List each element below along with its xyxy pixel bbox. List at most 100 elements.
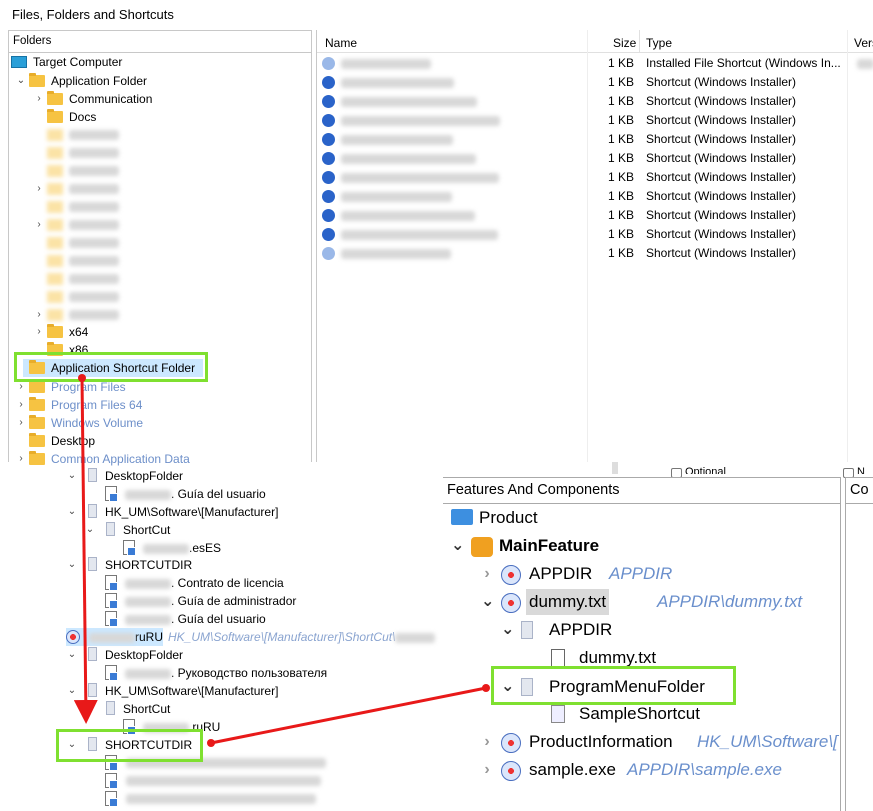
component-tree-item-redacted[interactable] — [0, 790, 445, 808]
component-tree-item[interactable]: . Guía del usuario — [0, 485, 445, 503]
component-tree-item[interactable]: . Contrato de licencia — [0, 574, 445, 592]
folder-tree-item[interactable]: › Program Files 64 — [9, 396, 309, 414]
file-row[interactable]: 1 KB Shortcut (Windows Installer) — [317, 168, 873, 187]
column-name[interactable]: Name — [325, 36, 358, 50]
chevron-right-icon[interactable]: › — [19, 381, 23, 392]
folder-tree-item-redacted[interactable] — [9, 234, 309, 252]
column-size[interactable]: Size — [613, 36, 637, 50]
chevron-right-icon[interactable]: › — [19, 453, 23, 464]
folder-tree-item[interactable]: › Common Application Data — [9, 450, 309, 468]
shortcut-icon — [322, 209, 335, 222]
file-row[interactable]: 1 KB Shortcut (Windows Installer) — [317, 73, 873, 92]
file-row[interactable]: 1 KB Shortcut (Windows Installer) — [317, 92, 873, 111]
folder-tree-item[interactable]: Target Computer — [9, 53, 309, 71]
component-path: HK_UM\Software\[Manufacturer]\ShortCut\ — [168, 628, 436, 646]
file-row[interactable]: 1 KB Shortcut (Windows Installer) — [317, 206, 873, 225]
chevron-down-icon[interactable]: ⌄ — [67, 559, 77, 570]
feature-tree-item[interactable]: › ProductInformation HK_UM\Software\[ — [443, 729, 841, 755]
column-version[interactable]: Vers — [854, 36, 873, 50]
chevron-right-icon[interactable]: › — [484, 761, 490, 778]
chevron-down-icon[interactable]: ⌄ — [67, 685, 77, 696]
file-row[interactable]: 1 KB Shortcut (Windows Installer) — [317, 187, 873, 206]
window-title: Files, Folders and Shortcuts — [12, 7, 174, 22]
folder-tree-item-redacted[interactable]: › — [9, 306, 309, 324]
component-tree-item[interactable]: ⌄ DesktopFolder — [0, 467, 445, 485]
chevron-right-icon[interactable]: › — [37, 183, 41, 194]
shortcut-icon — [322, 57, 335, 70]
feature-tree-item[interactable]: › sample.exe APPDIR\sample.exe — [443, 757, 841, 783]
component-tree-item-redacted[interactable] — [0, 754, 445, 772]
folder-tree-item-redacted[interactable] — [9, 288, 309, 306]
feature-tree-item[interactable]: ⌄ ProgramMenuFolder — [443, 674, 841, 700]
chevron-down-icon[interactable]: ⌄ — [501, 621, 515, 638]
component-tree-item[interactable]: ⌄ HK_UM\Software\[Manufacturer] — [0, 503, 445, 521]
file-row[interactable]: 1 KB Shortcut (Windows Installer) — [317, 130, 873, 149]
highlight-shortcutdir — [56, 729, 203, 762]
chevron-right-icon[interactable]: › — [37, 93, 41, 104]
folder-tree-item[interactable]: ⌄ Application Folder — [9, 72, 309, 90]
chevron-right-icon[interactable]: › — [37, 219, 41, 230]
folder-label: Communication — [69, 92, 153, 106]
component-icon — [501, 593, 521, 613]
component-tree-item[interactable]: . Guía del usuario — [0, 610, 445, 628]
chevron-down-icon[interactable]: ⌄ — [451, 537, 465, 554]
folder-tree-item-redacted[interactable] — [9, 270, 309, 288]
chevron-down-icon[interactable]: ⌄ — [67, 739, 77, 750]
feature-tree-item[interactable]: Product — [443, 505, 841, 531]
component-tree-item-redacted[interactable] — [0, 772, 445, 790]
folder-icon — [88, 504, 97, 518]
component-tree-item[interactable]: . Guía de administrador — [0, 592, 445, 610]
file-row[interactable]: 1 KB Shortcut (Windows Installer) — [317, 149, 873, 168]
chevron-down-icon[interactable]: ⌄ — [85, 524, 95, 535]
folder-tree-item[interactable]: Application Shortcut Folder — [23, 359, 203, 377]
component-tree-item[interactable]: ⌄ SHORTCUTDIR — [0, 556, 445, 574]
feature-tree-item[interactable]: ⌄ dummy.txt APPDIR\dummy.txt — [443, 589, 841, 615]
feature-tree-item[interactable]: › APPDIR APPDIR — [443, 561, 841, 587]
feature-tree-item[interactable]: ⌄ MainFeature — [443, 533, 841, 559]
chevron-down-icon[interactable]: ⌄ — [481, 593, 495, 610]
folder-tree-item[interactable]: › Windows Volume — [9, 414, 309, 432]
component-label: HK_UM\Software\[Manufacturer] — [105, 505, 279, 519]
folder-tree-item-redacted[interactable] — [9, 198, 309, 216]
component-tree-item[interactable]: .esES — [0, 539, 445, 557]
feature-tree-item[interactable]: SampleShortcut — [443, 701, 841, 727]
folder-tree-item-redacted[interactable] — [9, 252, 309, 270]
folder-tree-item[interactable]: › x64 — [9, 323, 309, 341]
component-tree-item[interactable]: ⌄ DesktopFolder — [0, 646, 445, 664]
folder-tree-item-redacted[interactable] — [9, 162, 309, 180]
chevron-right-icon[interactable]: › — [19, 417, 23, 428]
file-row[interactable]: 1 KB Installed File Shortcut (Windows In.… — [317, 54, 873, 73]
component-tree-item[interactable]: . Руководство пользователя — [0, 664, 445, 682]
component-tree-item[interactable]: ⌄ HK_UM\Software\[Manufacturer] — [0, 682, 445, 700]
component-tree-item[interactable]: ⌄ SHORTCUTDIR — [0, 736, 445, 754]
chevron-right-icon[interactable]: › — [484, 565, 490, 582]
computer-icon — [451, 509, 473, 525]
folder-tree-item-redacted[interactable]: › — [9, 216, 309, 234]
chevron-down-icon[interactable]: ⌄ — [16, 75, 26, 86]
chevron-down-icon[interactable]: ⌄ — [67, 470, 77, 481]
feature-tree-item[interactable]: ⌄ APPDIR — [443, 617, 841, 643]
name-redacted — [143, 543, 189, 554]
folder-tree-item-redacted[interactable] — [9, 144, 309, 162]
folder-tree-item-redacted[interactable]: › — [9, 180, 309, 198]
file-row[interactable]: 1 KB Shortcut (Windows Installer) — [317, 111, 873, 130]
folder-tree-item[interactable]: › Communication — [9, 90, 309, 108]
component-label: SHORTCUTDIR — [105, 738, 193, 752]
component-tree-item[interactable]: ruRU HK_UM\Software\[Manufacturer]\ShortC… — [0, 628, 445, 646]
chevron-right-icon[interactable]: › — [19, 399, 23, 410]
file-row[interactable]: 1 KB Shortcut (Windows Installer) — [317, 225, 873, 244]
folder-tree-item[interactable]: Docs — [9, 108, 309, 126]
chevron-down-icon[interactable]: ⌄ — [501, 678, 515, 695]
chevron-down-icon[interactable]: ⌄ — [67, 506, 77, 517]
chevron-down-icon[interactable]: ⌄ — [67, 649, 77, 660]
chevron-right-icon[interactable]: › — [37, 326, 41, 337]
folder-icon — [106, 522, 115, 536]
folder-tree-item-redacted[interactable] — [9, 126, 309, 144]
shortcut-file-icon — [105, 575, 118, 591]
chevron-right-icon[interactable]: › — [37, 309, 41, 320]
column-type[interactable]: Type — [646, 36, 673, 50]
file-size: 1 KB — [608, 246, 635, 260]
file-row[interactable]: 1 KB Shortcut (Windows Installer) — [317, 244, 873, 263]
component-tree-item[interactable]: ⌄ ShortCut — [0, 521, 445, 539]
chevron-right-icon[interactable]: › — [484, 733, 490, 750]
